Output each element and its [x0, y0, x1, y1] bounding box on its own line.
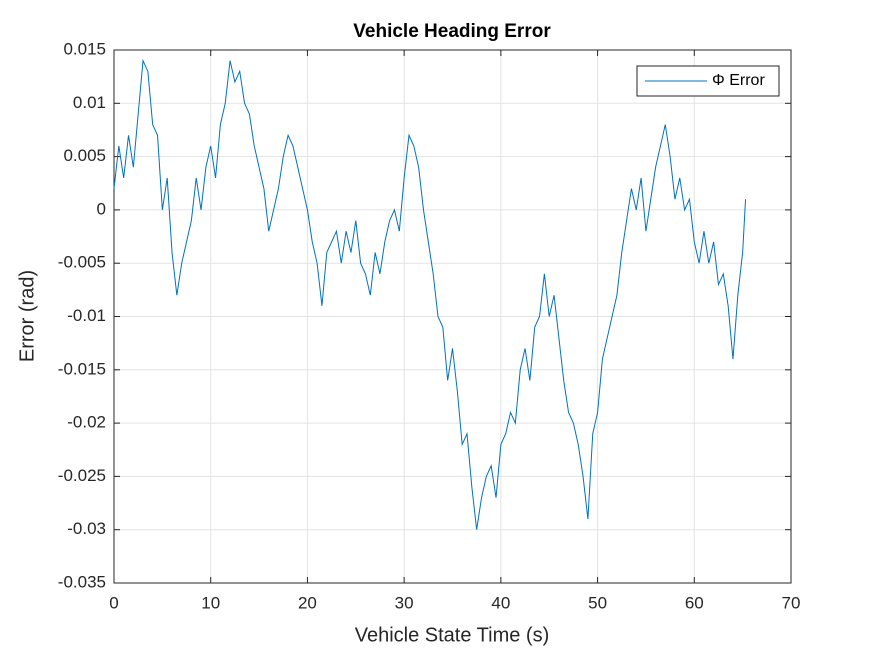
x-tick-label: 0: [109, 593, 118, 612]
y-tick-label: 0.01: [73, 93, 106, 112]
x-axis-label: Vehicle State Time (s): [355, 624, 550, 646]
x-tick-label: 20: [298, 593, 317, 612]
y-tick-label: 0: [97, 199, 106, 218]
y-tick-label: -0.035: [58, 572, 106, 591]
y-tick-label: -0.03: [67, 519, 106, 538]
y-tick-label: -0.005: [58, 253, 106, 272]
x-tick-label: 40: [491, 593, 510, 612]
data-line: [113, 58, 747, 530]
x-tick-label: 70: [782, 593, 801, 612]
y-tick-label: 0.005: [63, 146, 106, 165]
y-tick-label: -0.02: [67, 413, 106, 432]
x-tick-label: 30: [395, 593, 414, 612]
x-tick-label: 10: [201, 593, 220, 612]
y-tick-label: 0.015: [63, 39, 106, 58]
x-tick-label: 50: [588, 593, 607, 612]
y-tick-label: -0.025: [58, 466, 106, 485]
x-tick-label: 60: [685, 593, 704, 612]
y-axis-label: Error (rad): [16, 270, 38, 362]
legend-label: Φ Error: [712, 72, 765, 89]
y-tick-label: -0.01: [67, 306, 106, 325]
chart-title: Vehicle Heading Error: [353, 21, 551, 42]
y-tick-label: -0.015: [58, 359, 106, 378]
plot-frame: [113, 49, 792, 584]
